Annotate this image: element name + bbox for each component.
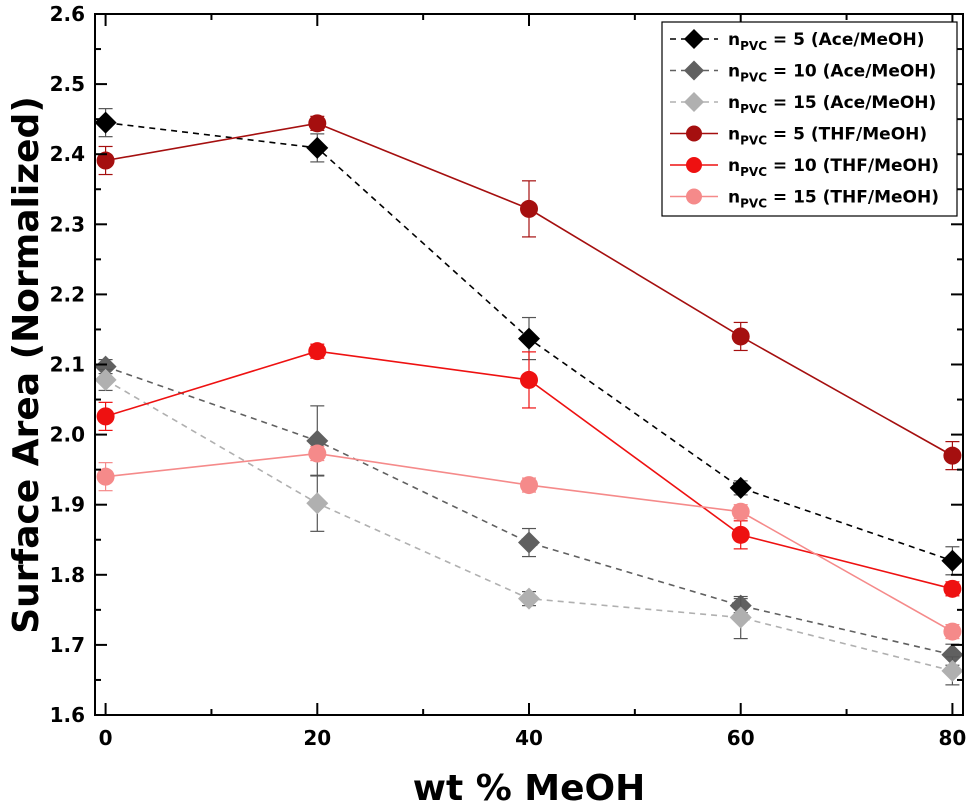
data-point [943, 622, 962, 641]
legend-label: nPVC = 10 (THF/MeOH) [728, 156, 939, 179]
data-point [731, 327, 750, 346]
data-point [943, 579, 962, 598]
data-point [308, 114, 327, 133]
legend-marker [684, 60, 704, 81]
data-point [306, 492, 329, 515]
legend: nPVC = 5 (Ace/MeOH) nPVC = 10 (Ace/MeOH) n… [661, 21, 958, 217]
data-point [518, 587, 540, 610]
data-point [96, 467, 115, 486]
data-point [941, 659, 964, 682]
legend-marker [684, 29, 704, 49]
data-point [941, 643, 964, 666]
x-axis-title: wt % MeOH [413, 768, 646, 809]
series-layer [94, 108, 964, 686]
data-point [96, 151, 115, 170]
y-tick-label: 2.3 [50, 212, 85, 236]
data-point [943, 446, 962, 465]
legend-item: nPVC = 10 (THF/MeOH) [670, 156, 939, 179]
y-tick-label: 1.9 [50, 493, 85, 517]
data-point [308, 342, 327, 361]
data-point [96, 407, 115, 426]
legend-item: nPVC = 15 (Ace/MeOH) [670, 92, 936, 116]
legend-box [661, 21, 958, 217]
x-tick-label: 40 [515, 726, 543, 750]
legend-label: nPVC = 5 (Ace/MeOH) [728, 30, 924, 53]
series-6 [96, 444, 962, 641]
y-tick-label: 1.8 [50, 563, 85, 587]
y-tick-label: 2.5 [50, 72, 85, 96]
legend-label: nPVC = 15 (Ace/MeOH) [728, 93, 936, 116]
y-axis-title: Surface Area (Normalized) [6, 96, 47, 634]
legend-item: nPVC = 10 (Ace/MeOH) [670, 60, 936, 85]
legend-item: nPVC = 5 (THF/MeOH) [670, 125, 927, 148]
data-point [520, 199, 538, 218]
data-point [308, 444, 327, 463]
y-tick-label: 2.6 [50, 2, 85, 26]
legend-label: nPVC = 5 (THF/MeOH) [728, 125, 927, 148]
legend-item: nPVC = 5 (Ace/MeOH) [670, 29, 924, 53]
x-tick-label: 60 [727, 726, 755, 750]
y-tick-label: 1.6 [50, 703, 85, 727]
data-point [94, 111, 117, 134]
data-point [94, 368, 117, 391]
data-point [731, 525, 750, 544]
axes-layer: 0 20 40 60 80 1.6 1.7 1.8 1.9 2.0 2.1 2.2 2.3 2.4 2.5 2… [50, 2, 967, 750]
data-point [306, 136, 329, 159]
data-point [941, 549, 964, 572]
series-1 [94, 108, 964, 576]
y-tick-label: 2.0 [50, 423, 85, 447]
x-tick-label: 0 [99, 726, 113, 750]
data-point [731, 502, 750, 521]
legend-label: nPVC = 10 (Ace/MeOH) [728, 62, 936, 85]
legend-marker [684, 92, 704, 112]
x-tick-label: 80 [938, 726, 966, 750]
y-tick-label: 1.7 [50, 633, 85, 657]
y-tick-label: 2.4 [50, 142, 85, 166]
data-point [94, 355, 117, 378]
legend-marker [686, 157, 702, 173]
series-4 [96, 114, 962, 471]
y-tick-label: 2.1 [50, 353, 85, 377]
legend-item: nPVC = 15 (THF/MeOH) [670, 188, 939, 211]
series-line [105, 365, 953, 656]
series-3 [94, 368, 964, 686]
data-point [518, 327, 540, 350]
data-point [729, 606, 752, 629]
y-tick-label: 2.2 [50, 282, 85, 306]
legend-marker [686, 188, 702, 205]
series-5 [96, 342, 962, 598]
legend-label: nPVC = 15 (THF/MeOH) [728, 188, 939, 211]
data-point [520, 476, 538, 495]
legend-marker [686, 125, 702, 142]
data-point [520, 370, 538, 389]
x-tick-label: 20 [303, 726, 331, 750]
data-point [729, 476, 752, 499]
data-point [518, 531, 540, 554]
